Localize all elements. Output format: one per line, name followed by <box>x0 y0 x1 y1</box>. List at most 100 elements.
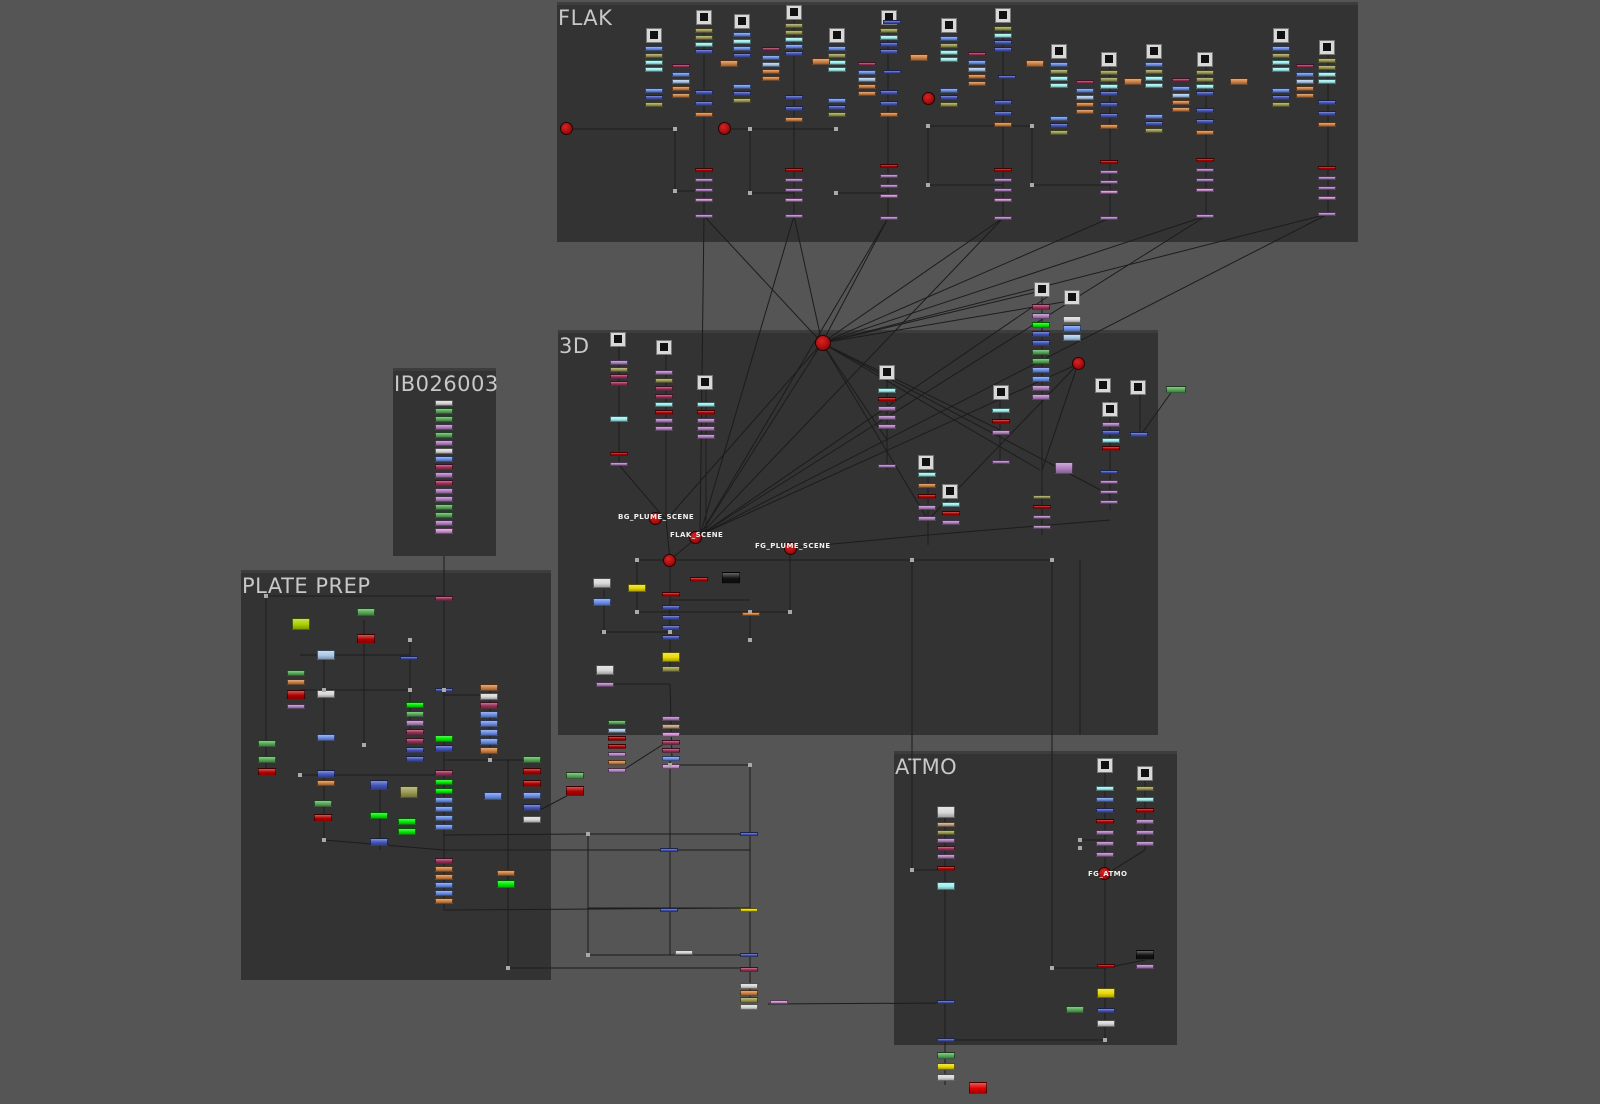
node-stack-item[interactable] <box>655 410 673 415</box>
node[interactable] <box>258 740 276 747</box>
node[interactable] <box>662 592 680 597</box>
node-stack-item[interactable] <box>940 43 958 48</box>
node-stack-item[interactable] <box>655 402 673 407</box>
node-stack-item[interactable] <box>828 112 846 117</box>
elbow-dot[interactable] <box>748 191 752 195</box>
node-stack-item[interactable] <box>940 36 958 41</box>
node-stack-item[interactable] <box>994 40 1012 45</box>
node-stack-item[interactable] <box>1196 168 1214 172</box>
node-stack-item[interactable] <box>523 768 541 775</box>
node[interactable] <box>1130 432 1148 437</box>
elbow-dot[interactable] <box>602 630 606 634</box>
node[interactable] <box>593 598 611 606</box>
node-stack-item[interactable] <box>697 402 715 407</box>
read-node[interactable] <box>1137 766 1153 781</box>
node-stack-item[interactable] <box>1050 76 1068 81</box>
node-stack-item[interactable] <box>940 95 958 100</box>
node-stack-item[interactable] <box>968 81 986 86</box>
node-stack-item[interactable] <box>1100 490 1118 494</box>
node-stack-item[interactable] <box>1136 841 1154 846</box>
node-stack-item[interactable] <box>1033 495 1051 499</box>
node-stack-item[interactable] <box>828 67 846 72</box>
node[interactable] <box>880 216 898 220</box>
node-stack-item[interactable] <box>785 178 803 182</box>
node-stack-item[interactable] <box>645 88 663 93</box>
node-stack-item[interactable] <box>828 98 846 103</box>
node-stack-item[interactable] <box>918 472 936 477</box>
node-stack-item[interactable] <box>1100 180 1118 184</box>
node-stack-item[interactable] <box>1096 841 1114 846</box>
node-stack-item[interactable] <box>1100 70 1118 75</box>
read-node[interactable] <box>1130 380 1146 395</box>
elbow-dot[interactable] <box>635 610 639 614</box>
node-stack-item[interactable] <box>878 406 896 411</box>
node-stack-item[interactable] <box>878 415 896 420</box>
node-stack-item[interactable] <box>1196 91 1214 96</box>
node-stack-item[interactable] <box>435 815 453 821</box>
node-stack-item[interactable] <box>662 732 680 737</box>
read-node[interactable] <box>656 340 672 355</box>
elbow-dot[interactable] <box>1050 966 1054 970</box>
dot-fg-atmo[interactable] <box>1098 867 1111 880</box>
node-stack-item[interactable] <box>608 736 626 741</box>
node-stack-item[interactable] <box>858 70 876 75</box>
node-stack-item[interactable] <box>672 93 690 98</box>
node-stack-item[interactable] <box>1076 109 1094 114</box>
node[interactable] <box>370 812 388 819</box>
node[interactable] <box>1097 1020 1115 1027</box>
node-stack-item[interactable] <box>858 91 876 96</box>
node-stack-item[interactable] <box>406 747 424 753</box>
node-stack-item[interactable] <box>435 779 453 785</box>
node-stack-item[interactable] <box>1096 819 1114 824</box>
node[interactable] <box>722 572 740 584</box>
node-stack-item[interactable] <box>610 367 628 372</box>
read-node[interactable] <box>1102 402 1118 417</box>
node-stack-item[interactable] <box>435 448 453 454</box>
elbow-dot[interactable] <box>910 868 914 872</box>
dot-node[interactable] <box>560 122 573 135</box>
node-stack-item[interactable] <box>942 502 960 507</box>
node[interactable] <box>695 214 713 218</box>
node-stack-item[interactable] <box>435 866 453 872</box>
node-stack-item[interactable] <box>1032 304 1050 310</box>
dot-fg-plume-scene[interactable] <box>784 542 797 555</box>
node-stack-item[interactable] <box>994 188 1012 192</box>
node-stack-item[interactable] <box>1100 113 1118 118</box>
node-stack-item[interactable] <box>695 101 713 106</box>
node[interactable] <box>858 62 876 66</box>
node-stack-item[interactable] <box>1100 160 1118 164</box>
node-stack-item[interactable] <box>1172 107 1190 112</box>
node-stack-item[interactable] <box>1196 70 1214 75</box>
node[interactable] <box>596 682 614 687</box>
node-stack-item[interactable] <box>610 452 628 456</box>
node-stack-item[interactable] <box>785 188 803 192</box>
node-stack-item[interactable] <box>610 374 628 379</box>
node[interactable] <box>662 635 680 640</box>
node-stack-item[interactable] <box>785 44 803 49</box>
node-stack-item[interactable] <box>880 194 898 198</box>
read-node[interactable] <box>1319 40 1335 55</box>
node-stack-item[interactable] <box>1145 76 1163 81</box>
node[interactable] <box>740 953 758 957</box>
node-stack-item[interactable] <box>608 728 626 733</box>
node-stack-item[interactable] <box>878 388 896 393</box>
node-stack-item[interactable] <box>1272 60 1290 65</box>
node-stack-item[interactable] <box>406 756 424 762</box>
node-stack-item[interactable] <box>1063 325 1081 332</box>
node-stack-item[interactable] <box>1100 480 1118 484</box>
node[interactable] <box>883 70 901 74</box>
node-stack-item[interactable] <box>406 711 424 717</box>
node[interactable] <box>292 618 310 630</box>
elbow-dot[interactable] <box>586 832 590 836</box>
node-stack-item[interactable] <box>662 716 680 721</box>
node-stack-item[interactable] <box>662 724 680 729</box>
node-stack-item[interactable] <box>733 84 751 89</box>
node-stack-item[interactable] <box>1318 100 1336 105</box>
node-stack-item[interactable] <box>994 168 1012 172</box>
node[interactable] <box>690 577 708 582</box>
node-stack-item[interactable] <box>994 111 1012 116</box>
node-stack-item[interactable] <box>645 53 663 58</box>
read-node[interactable] <box>1064 290 1080 305</box>
node-stack-item[interactable] <box>435 504 453 510</box>
node-stack-item[interactable] <box>1033 515 1051 519</box>
